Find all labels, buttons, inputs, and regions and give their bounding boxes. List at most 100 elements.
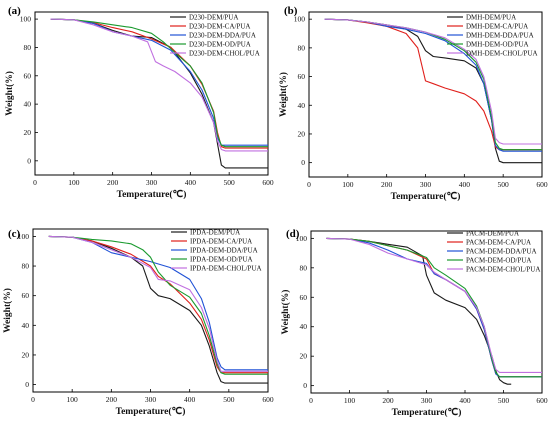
y-tick-label: 100 xyxy=(18,232,30,241)
y-tick-label: 40 xyxy=(24,100,32,109)
legend-label: D230-DEM-CA/PUA xyxy=(189,23,250,31)
legend-label: IPDA-DEM-CHOL/PUA xyxy=(190,265,262,273)
y-tick-label: 20 xyxy=(298,129,306,138)
panel-label: (b) xyxy=(284,5,298,17)
x-tick-label: 300 xyxy=(420,180,432,189)
y-tick-label: 20 xyxy=(22,350,30,359)
y-tick-label: 80 xyxy=(300,263,308,272)
legend-label: D230-DEM-CHOL/PUA xyxy=(189,50,260,58)
x-tick-label: 400 xyxy=(185,178,197,187)
series-line xyxy=(48,235,268,371)
legend-label: PACM-DEM-OD/PUA xyxy=(466,257,531,265)
series-line xyxy=(48,235,268,372)
x-tick-label: 500 xyxy=(498,180,510,189)
y-tick-label: 40 xyxy=(298,101,306,110)
x-tick-label: 200 xyxy=(381,180,393,189)
legend-label: DMH-DEM-CA/PUA xyxy=(466,23,528,31)
x-tick-label: 500 xyxy=(224,178,236,187)
x-tick-label: 200 xyxy=(106,395,118,404)
y-tick-label: 20 xyxy=(300,352,308,361)
y-axis-title: Weight(%) xyxy=(2,288,13,333)
x-tick-label: 300 xyxy=(421,396,433,405)
y-tick-label: 0 xyxy=(303,381,307,390)
y-tick-label: 0 xyxy=(301,158,305,167)
y-tick-label: 40 xyxy=(22,321,30,330)
legend-label: DMH-DEM-OD/PUA xyxy=(466,41,529,49)
legend-label: IPDA-DEM/PUA xyxy=(190,229,240,237)
x-tick-label: 0 xyxy=(33,178,37,187)
x-axis-title: Temperature(℃) xyxy=(116,406,186,417)
x-tick-label: 500 xyxy=(498,396,510,405)
x-axis-title: Temperature(℃) xyxy=(391,191,461,202)
legend-label: PACM-DEM-DDA/PUA xyxy=(466,248,537,256)
y-axis-title: Weight(%) xyxy=(278,72,289,117)
x-tick-label: 600 xyxy=(536,180,548,189)
series-line xyxy=(326,237,512,385)
x-tick-label: 600 xyxy=(536,396,548,405)
x-axis-title: Temperature(℃) xyxy=(392,407,462,418)
panel-label: (c) xyxy=(8,228,21,240)
y-tick-label: 100 xyxy=(296,234,308,243)
panel-b: 0 100 200 300 400 500 600 0 20 40 60 80 100 DMH-DEM/P… xyxy=(278,5,548,202)
legend-label: D230-DEM-DDA/PUA xyxy=(189,32,256,40)
y-tick-label: 20 xyxy=(24,128,32,137)
x-tick-label: 100 xyxy=(68,178,80,187)
y-tick-label: 80 xyxy=(24,43,32,52)
x-tick-label: 100 xyxy=(67,395,79,404)
legend-label: D230-DEM/PUA xyxy=(189,14,238,22)
y-tick-label: 100 xyxy=(20,15,32,24)
x-tick-label: 0 xyxy=(31,395,35,404)
x-tick-label: 0 xyxy=(307,180,311,189)
y-tick-label: 40 xyxy=(300,322,308,331)
x-tick-label: 600 xyxy=(262,178,274,187)
x-tick-label: 400 xyxy=(184,395,196,404)
x-tick-label: 100 xyxy=(344,396,356,405)
legend-label: IPDA-DEM-OD/PUA xyxy=(190,256,253,264)
y-axis-title: Weight(%) xyxy=(280,290,291,335)
legend-label: DMH-DEM-DDA/PUA xyxy=(466,32,534,40)
x-tick-label: 0 xyxy=(309,396,313,405)
series-line xyxy=(48,235,268,374)
series-line xyxy=(326,237,542,373)
series-line xyxy=(48,235,268,375)
x-tick-label: 100 xyxy=(342,180,354,189)
x-tick-label: 600 xyxy=(262,395,274,404)
y-tick-label: 80 xyxy=(298,43,306,52)
series-line xyxy=(326,237,542,378)
y-tick-label: 80 xyxy=(22,262,30,271)
legend-label: DMH-DEM/PUA xyxy=(466,14,516,22)
legend-label: DMH-DEM-CHOL/PUA xyxy=(466,50,538,58)
x-tick-label: 300 xyxy=(145,395,157,404)
legend-label: PACM-DEM/PUA xyxy=(466,230,519,238)
x-tick-label: 200 xyxy=(107,178,119,187)
y-tick-label: 60 xyxy=(24,71,32,80)
series-line xyxy=(50,18,268,146)
x-tick-label: 300 xyxy=(146,178,158,187)
y-tick-label: 60 xyxy=(298,72,306,81)
panel-label: (a) xyxy=(8,5,21,17)
y-tick-label: 60 xyxy=(300,293,308,302)
y-tick-label: 100 xyxy=(294,15,306,24)
legend-label: PACM-DEM-CHOL/PUA xyxy=(466,266,540,274)
x-tick-label: 200 xyxy=(382,396,394,405)
y-tick-label: 60 xyxy=(22,291,30,300)
series-line xyxy=(50,18,268,152)
legend-label: IPDA-DEM-CA/PUA xyxy=(190,238,252,246)
panel-a: 0 100 200 300 400 500 600 0 20 40 60 80 100 D230-DEM/… xyxy=(4,5,274,200)
series-line xyxy=(50,18,268,148)
panel-c: 0 100 200 300 400 500 600 0 20 40 60 80 100 IPDA-DEM/… xyxy=(2,228,274,417)
x-axis-title: Temperature(℃) xyxy=(117,189,187,200)
y-tick-label: 0 xyxy=(27,156,31,165)
x-tick-label: 500 xyxy=(223,395,235,404)
x-tick-label: 400 xyxy=(459,180,471,189)
series-line xyxy=(324,18,542,145)
y-tick-label: 0 xyxy=(25,380,29,389)
legend-label: D230-DEM-OD/PUA xyxy=(189,41,251,49)
panel-label: (d) xyxy=(286,228,300,240)
series-line xyxy=(48,235,268,384)
x-tick-label: 400 xyxy=(459,396,471,405)
y-axis-title: Weight(%) xyxy=(4,71,15,116)
legend-label: PACM-DEM-CA/PUA xyxy=(466,239,531,247)
legend-label: IPDA-DEM-DDA/PUA xyxy=(190,247,258,255)
